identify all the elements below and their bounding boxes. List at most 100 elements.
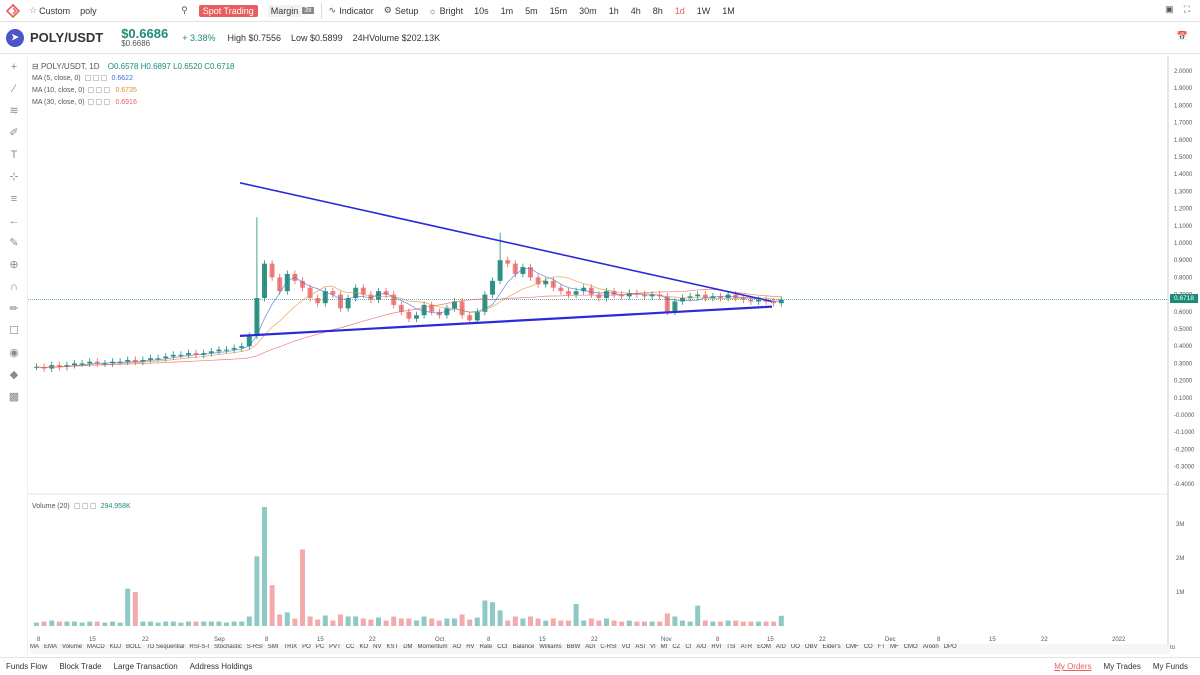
tab-funds-flow[interactable]: Funds Flow [6, 662, 48, 671]
volume-visibility-icon[interactable] [73, 503, 80, 510]
indicator-39[interactable]: ATR [740, 644, 753, 650]
indicator-45[interactable]: CMF [845, 644, 859, 650]
ma30-visibility-icon[interactable] [88, 99, 95, 106]
indicator-12[interactable]: PO [302, 644, 311, 650]
brush-icon[interactable]: ✐ [9, 127, 19, 139]
ma30-settings-icon[interactable] [96, 99, 103, 106]
indicator-20[interactable]: Momentum [417, 644, 448, 650]
indicator-34[interactable]: CZ [672, 644, 681, 650]
indicator-8[interactable]: Stochastic [214, 644, 242, 650]
tab-my-orders[interactable]: My Orders [1054, 662, 1092, 671]
symbol-search[interactable]: poly [75, 6, 175, 16]
indicator-31[interactable]: ASI [635, 644, 645, 650]
indicator-15[interactable]: CC [345, 644, 355, 650]
setup-button[interactable]: ⚙ Setup [379, 5, 424, 16]
margin-tab[interactable]: Margin 3x [263, 4, 319, 17]
trash-icon[interactable]: ▩ [8, 391, 20, 403]
bright-button[interactable]: ☼ Bright [423, 6, 468, 16]
timeframe-15m[interactable]: 15m [549, 5, 568, 16]
indicator-32[interactable]: VI [650, 644, 656, 650]
spot-trading-tab[interactable]: Spot Trading [198, 4, 258, 17]
timeframe-10s[interactable]: 10s [474, 5, 489, 16]
candlestick-chart[interactable]: 2.0000 1.9000 1.8000 1.7000 1.6000 1.5000 1.40… [0, 56, 1200, 656]
indicator-10[interactable]: SMI [267, 644, 279, 650]
indicator-43[interactable]: OBV [804, 644, 818, 650]
back-arrow-icon[interactable]: ← [8, 215, 20, 227]
indicator-7[interactable]: RSI-S-I [189, 644, 210, 650]
screenshot-icon[interactable]: ▣ [1165, 4, 1174, 14]
ma30-close-icon[interactable] [104, 99, 111, 106]
indicator-13[interactable]: PC [315, 644, 325, 650]
ma10-settings-icon[interactable] [96, 87, 103, 94]
indicator-2[interactable]: Volume [62, 644, 83, 650]
indicator-4[interactable]: KDJ [109, 644, 122, 650]
timeframe-1d[interactable]: 1d [674, 5, 685, 16]
indicator-36[interactable]: A/D [696, 644, 707, 650]
timeframe-30m[interactable]: 30m [579, 5, 597, 16]
zoom-icon[interactable]: ⊕ [9, 259, 19, 271]
eye-icon[interactable]: ◉ [9, 347, 19, 359]
ruler-icon[interactable]: ✎ [9, 237, 19, 249]
collapse-icon[interactable]: ⊟ [32, 62, 39, 71]
timeframe-1h[interactable]: 1h [608, 5, 619, 16]
indicator-29[interactable]: C-RSI [600, 644, 617, 650]
indicator-0[interactable]: MA [30, 644, 39, 650]
indicator-25[interactable]: Balance [512, 644, 535, 650]
ma10-visibility-icon[interactable] [88, 87, 95, 94]
layers-icon[interactable]: ◆ [9, 369, 19, 381]
tab-my-trades[interactable]: My Trades [1103, 662, 1141, 671]
volume-settings-icon[interactable] [81, 503, 88, 510]
indicator-3[interactable]: MACD [87, 644, 105, 650]
multi-line-icon[interactable]: ≋ [9, 105, 19, 117]
indicator-14[interactable]: PVT [329, 644, 341, 650]
crosshair-icon[interactable]: + [10, 61, 18, 73]
indicator-33[interactable]: MI [660, 644, 668, 650]
indicator-1[interactable]: EMA [44, 644, 58, 650]
pattern-icon[interactable]: ⊹ [9, 171, 19, 183]
indicator-23[interactable]: Rate [479, 644, 493, 650]
timeframe-1W[interactable]: 1W [696, 5, 711, 16]
indicator-48[interactable]: MF [890, 644, 899, 650]
indicator-6[interactable]: TD Sequential [146, 644, 185, 650]
tab-block-trade[interactable]: Block Trade [59, 662, 102, 671]
indicator-18[interactable]: KST [386, 644, 399, 650]
text-icon[interactable]: T [10, 149, 18, 161]
indicator-24[interactable]: CCI [497, 644, 508, 650]
tab-large-transaction[interactable]: Large Transaction [113, 662, 178, 671]
timeframe-1M[interactable]: 1M [722, 5, 735, 16]
indicator-11[interactable]: TRIX [283, 644, 298, 650]
ma10-close-icon[interactable] [104, 87, 111, 94]
tab-address-holdings[interactable]: Address Holdings [189, 662, 253, 671]
indicator-16[interactable]: KO [359, 644, 369, 650]
timeframe-1m[interactable]: 1m [500, 5, 514, 16]
indicator-5[interactable]: BOLL [126, 644, 142, 650]
indicator-42[interactable]: UO [790, 644, 800, 650]
ma5-settings-icon[interactable] [92, 75, 99, 82]
pencil-lock-icon[interactable]: ✏ [9, 303, 19, 315]
indicator-46[interactable]: CO [863, 644, 873, 650]
timeframe-4h[interactable]: 4h [630, 5, 641, 16]
indicator-37[interactable]: RVI [711, 644, 722, 650]
indicator-51[interactable]: DPO [943, 644, 957, 650]
trendline-icon[interactable]: ∕ [13, 83, 15, 95]
indicator-19[interactable]: DM [403, 644, 413, 650]
search-icon[interactable]: ⚲ [181, 5, 188, 15]
indicator-35[interactable]: CI [685, 644, 692, 650]
indicator-21[interactable]: AO [452, 644, 462, 650]
indicator-26[interactable]: Williams [539, 644, 562, 650]
indicator-30[interactable]: VO [621, 644, 631, 650]
fibonacci-icon[interactable]: ≡ [10, 193, 18, 205]
indicator-28[interactable]: ADI [585, 644, 596, 650]
indicator-9[interactable]: S-RSI [246, 644, 263, 650]
indicator-47[interactable]: FT [877, 644, 886, 650]
calendar-icon[interactable]: 📅 [1176, 31, 1188, 41]
indicator-49[interactable]: CMO [903, 644, 918, 650]
indicator-40[interactable]: EOM [757, 644, 771, 650]
indicator-44[interactable]: Elder's [822, 644, 841, 650]
custom-button[interactable]: ☆ Custom [24, 5, 75, 16]
volume-close-icon[interactable] [89, 503, 96, 510]
tab-my-funds[interactable]: My Funds [1152, 662, 1188, 671]
timeframe-8h[interactable]: 8h [652, 5, 663, 16]
magnet-icon[interactable]: ∩ [10, 281, 18, 293]
lock-icon[interactable]: ☐ [9, 325, 19, 337]
